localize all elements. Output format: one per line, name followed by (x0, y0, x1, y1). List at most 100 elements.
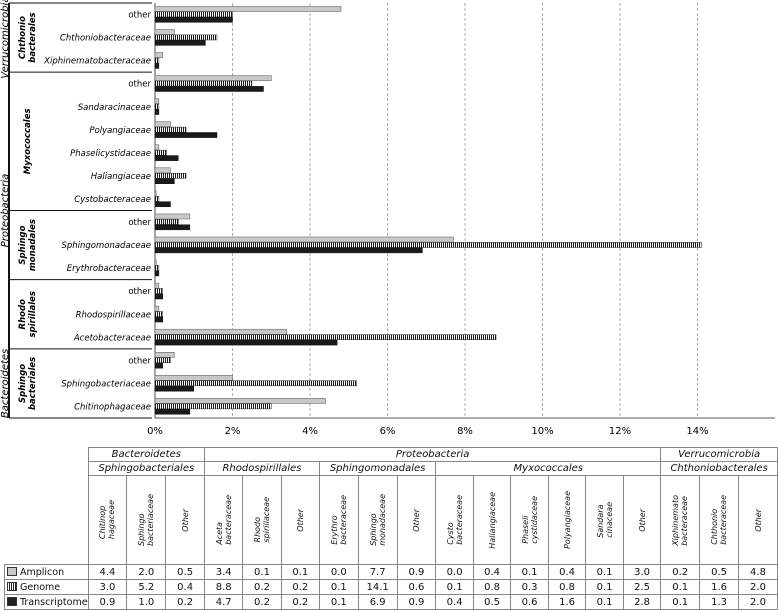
table-cell: 0.5 (165, 564, 206, 580)
family-name: Sphingo bacteriaceae (137, 494, 156, 546)
bar-amplicon (154, 75, 272, 81)
table-family-header: Aceta bacteraceae (204, 475, 244, 565)
bar-amplicon (154, 236, 454, 243)
legend-swatch (7, 566, 17, 576)
bar-transcriptome (154, 270, 160, 277)
category-label: other (128, 287, 151, 297)
table-family-header: Cysto bacteraceae (435, 475, 474, 565)
table-cell: 0.4 (165, 579, 206, 595)
legend-swatch (7, 596, 17, 606)
bar-amplicon (154, 328, 287, 335)
category-label: other (128, 80, 151, 90)
table-family-header: Other (280, 475, 320, 565)
bar-genome (154, 242, 702, 248)
table-cell: 0.9 (87, 594, 128, 610)
table-cell: 0.5 (472, 594, 512, 610)
bar-genome (154, 403, 272, 410)
order-label: Chthoniobacterales (18, 12, 38, 62)
bar-amplicon (154, 305, 160, 312)
category-label: Sandaracinaceae (78, 103, 151, 113)
bar-transcriptome (154, 339, 338, 346)
family-name: Chthonio bacteraceae (710, 495, 729, 545)
category-label: Erythrobacteraceae (67, 264, 151, 274)
table-cell: 0.6 (510, 594, 549, 610)
table-order-header: Sphingobacteriales (87, 461, 206, 476)
table-cell: 0.9 (396, 564, 437, 580)
table-cell: 4.7 (204, 594, 244, 610)
bar-genome (154, 380, 357, 387)
family-name: Aceta bacteraceae (214, 495, 233, 545)
bar-amplicon (154, 375, 233, 381)
table-family-header: Other (396, 475, 437, 565)
bar-genome (154, 11, 233, 18)
table-cell: 2.0 (738, 594, 778, 610)
bar-transcriptome (154, 247, 423, 254)
family-name: Haliangiaceae (487, 491, 497, 549)
legend-label: Genome (20, 581, 61, 593)
category-label: Sphingobacteriaceae (61, 379, 151, 389)
table-cell: 7.7 (357, 564, 398, 580)
bar-transcriptome (154, 16, 233, 23)
bar-transcriptome (154, 201, 171, 208)
table-cell: 1.6 (699, 579, 740, 595)
table-phylum-header: Verrucomicrobia (660, 447, 778, 462)
bar-amplicon (154, 29, 175, 35)
table-cell: 8.8 (204, 579, 244, 595)
bar-transcriptome (154, 385, 194, 392)
table-cell: 0.8 (472, 579, 512, 595)
group-brackets: Chthoniobacterales Myxococcales Sphingomon… (0, 0, 152, 419)
bar-genome (154, 149, 167, 156)
order-label: Rhodospirillales (18, 291, 38, 337)
x-tick-label: 0% (147, 426, 163, 437)
table-row-label: Genome (4, 579, 89, 595)
category-label: other (128, 11, 151, 21)
table-corner (5, 476, 89, 565)
table-family-header: Xiphinemato bacteraceae (660, 475, 701, 565)
x-tick-label: 14% (686, 426, 708, 437)
table-cell: 4.8 (738, 564, 778, 580)
table-phylum-header: Proteobacteria (204, 447, 662, 462)
family-name: Sandara cinaceae (595, 502, 614, 538)
table-cell: 0.1 (660, 579, 701, 595)
table-row: Amplicon 4.4 2.0 0.5 3.4 0.1 0.1 0.0 7.7 0.9 0.0 0.… (4, 564, 778, 580)
bar-transcriptome (154, 40, 206, 46)
x-tick-label: 10% (531, 426, 553, 437)
table-order-header: Myxococcales (435, 461, 662, 476)
family-name: Cysto bacteraceae (445, 495, 464, 545)
table-family-header: Other (738, 475, 778, 565)
bar-genome (154, 334, 497, 340)
bar-chart: other Chthoniobacteraceae Xiphinematobacte… (0, 0, 775, 437)
table-cell: 0.1 (318, 594, 359, 610)
category-label: other (128, 356, 151, 366)
table-cell: 0.1 (660, 594, 701, 610)
table-cell: 0.1 (435, 579, 474, 595)
bar-genome (154, 103, 160, 110)
table-cell: 0.2 (660, 564, 701, 580)
table-order-header: Sphingomonadales (318, 461, 437, 476)
table-corner (5, 448, 89, 462)
x-tick-label: 4% (302, 426, 318, 437)
bar-amplicon (154, 167, 171, 174)
table-cell: 5.2 (126, 579, 167, 595)
category-label: Chitinophagaceae (74, 402, 151, 412)
family-name: Xiphinemato bacteraceae (671, 494, 690, 546)
table-cell: 3.0 (622, 564, 662, 580)
bar-transcriptome (154, 109, 160, 115)
table-family-header: Other (165, 475, 206, 565)
family-name: Sphingo monadaceae (368, 494, 387, 546)
phylum-label: Verrucomicrobia (0, 0, 11, 79)
phylum-label: Bacteroidetes (0, 349, 11, 418)
table-cell: 0.1 (510, 564, 549, 580)
table-family-header: Erythro bacteraceae (318, 475, 359, 565)
bar-genome (154, 288, 163, 294)
x-tick-label: 12% (609, 426, 631, 437)
bar-amplicon (154, 398, 326, 404)
table-cell: 0.5 (699, 564, 740, 580)
category-label: Acetobacteraceae (73, 333, 151, 343)
table-family-header: Sphingo monadaceae (357, 475, 398, 565)
table-cell: 0.2 (280, 579, 320, 595)
family-name: Polyangiaceae (562, 491, 572, 549)
table-cell: 0.1 (280, 564, 320, 580)
category-label: Rhodospirillaceae (76, 310, 151, 320)
table-family-header: Other (622, 475, 662, 565)
